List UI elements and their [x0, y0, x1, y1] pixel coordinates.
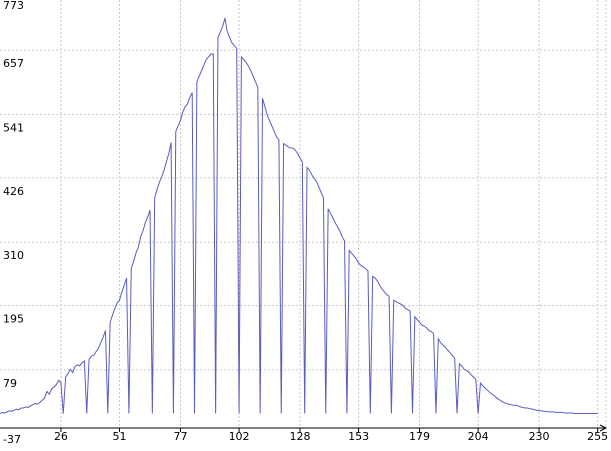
labels: -37 79 195 310 426 541 657 773 26 51 77 102 128 153 17…	[3, 0, 608, 446]
y-tick-label: 310	[3, 249, 24, 262]
y-tick-label: 657	[3, 57, 24, 70]
data-line	[0, 17, 598, 415]
grid	[0, 0, 606, 428]
y-tick-label: 195	[3, 313, 24, 326]
x-tick-label: 255	[587, 430, 608, 443]
y-tick-label: -37	[3, 433, 21, 446]
x-tick-label: 230	[529, 430, 550, 443]
x-tick-label: 26	[54, 430, 68, 443]
x-tick-label: 77	[173, 430, 187, 443]
x-tick-label: 102	[229, 430, 250, 443]
y-tick-label: 79	[3, 377, 17, 390]
x-tick-label: 153	[348, 430, 369, 443]
y-tick-label: 541	[3, 121, 24, 134]
plot-area	[0, 17, 598, 415]
x-tick-label: 51	[113, 430, 127, 443]
x-tick-label: 128	[290, 430, 311, 443]
y-tick-label: 426	[3, 185, 24, 198]
x-tick-label: 204	[468, 430, 489, 443]
y-tick-label: 773	[3, 0, 24, 12]
axis-arrow	[599, 424, 608, 432]
x-tick-label: 179	[409, 430, 430, 443]
